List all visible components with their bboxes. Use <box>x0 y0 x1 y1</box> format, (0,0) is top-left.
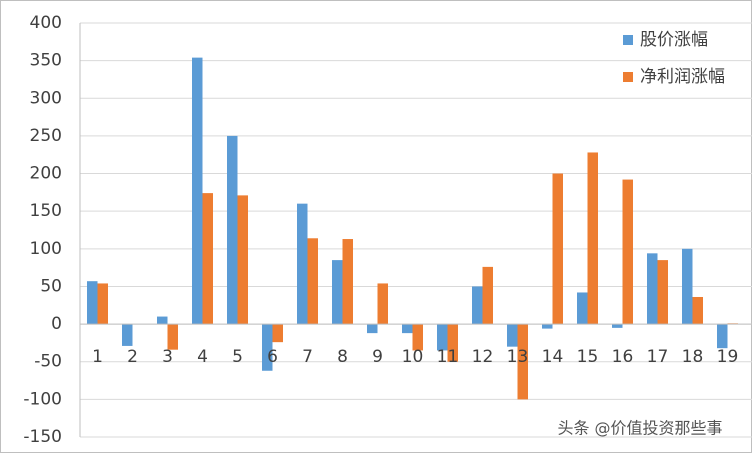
bar <box>692 296 703 325</box>
x-tick-label: 19 <box>717 347 739 367</box>
bar <box>332 260 343 325</box>
bar <box>437 324 448 351</box>
legend-swatch <box>623 72 633 82</box>
bar <box>342 239 353 325</box>
bar <box>517 324 528 400</box>
y-tick-label: -50 <box>34 352 62 372</box>
bar <box>402 324 413 334</box>
x-tick-label: 7 <box>302 347 313 367</box>
legend-label: 股价涨幅 <box>640 30 708 50</box>
y-tick-label: -100 <box>23 389 62 409</box>
x-tick-label: 6 <box>267 347 278 367</box>
bar <box>657 260 668 325</box>
bar <box>237 195 248 325</box>
bar <box>622 179 633 325</box>
bar <box>157 316 168 325</box>
x-tick-label: 17 <box>647 347 669 367</box>
x-tick-label: 3 <box>162 347 173 367</box>
y-tick-label: 400 <box>30 13 62 33</box>
x-tick-label: 18 <box>682 347 704 367</box>
x-tick-label: 11 <box>437 347 459 367</box>
bar <box>87 281 98 325</box>
bar <box>202 193 213 325</box>
x-tick-label: 2 <box>127 347 138 367</box>
y-tick-label: 250 <box>30 126 62 146</box>
bar <box>552 173 563 325</box>
bar <box>682 248 693 325</box>
y-tick-label: -150 <box>23 427 62 447</box>
y-tick-label: 100 <box>30 239 62 259</box>
x-tick-label: 9 <box>372 347 383 367</box>
y-tick-label: 300 <box>30 88 62 108</box>
x-tick-label: 13 <box>507 347 529 367</box>
legend-label: 净利润涨幅 <box>640 67 725 87</box>
bar <box>587 152 598 325</box>
bar <box>542 324 553 329</box>
bar <box>307 238 318 325</box>
bar <box>717 324 728 349</box>
bar <box>377 283 388 325</box>
bar <box>272 324 283 343</box>
bar <box>482 266 493 325</box>
bar <box>297 203 308 325</box>
bar <box>227 135 238 325</box>
bar <box>367 324 378 334</box>
bar <box>472 286 483 325</box>
y-tick-label: 50 <box>40 276 62 296</box>
bar <box>122 324 133 346</box>
bar <box>412 324 423 351</box>
x-tick-label: 16 <box>612 347 634 367</box>
x-tick-label: 4 <box>197 347 208 367</box>
y-tick-label: 200 <box>30 164 62 184</box>
bar <box>192 57 203 325</box>
x-tick-label: 5 <box>232 347 243 367</box>
x-tick-label: 10 <box>402 347 424 367</box>
legend-swatch <box>623 35 633 45</box>
bar <box>612 324 623 328</box>
y-tick-label: 0 <box>51 314 62 334</box>
bar <box>507 324 518 347</box>
watermark: 头条 @价值投资那些事 <box>557 419 722 438</box>
x-tick-label: 12 <box>472 347 494 367</box>
bar <box>647 253 658 325</box>
x-tick-label: 15 <box>577 347 599 367</box>
bar <box>447 324 458 362</box>
x-tick-label: 8 <box>337 347 348 367</box>
x-tick-label: 14 <box>542 347 564 367</box>
bar <box>167 324 178 350</box>
bar <box>97 283 108 325</box>
y-tick-label: 350 <box>30 51 62 71</box>
bar <box>577 292 588 325</box>
bar <box>262 324 273 371</box>
x-tick-label: 1 <box>92 347 103 367</box>
y-tick-label: 150 <box>30 201 62 221</box>
